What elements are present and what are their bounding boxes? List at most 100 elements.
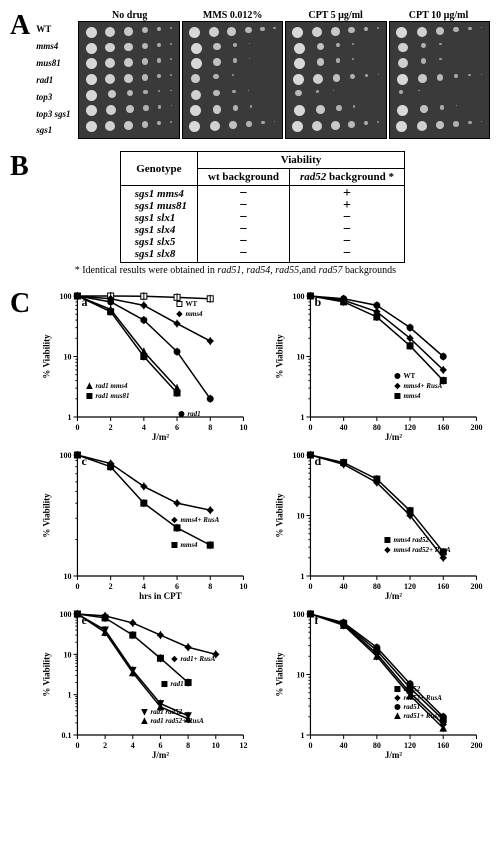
colony-spot	[142, 43, 149, 50]
colony-spot	[248, 90, 249, 91]
svg-text:J/m²: J/m²	[385, 432, 402, 442]
chart-e: e0246810120.1110100J/m²% Viabilityrad1+ …	[32, 606, 257, 761]
svg-text:8: 8	[208, 582, 212, 591]
colony-spot	[108, 90, 117, 99]
colony-spot	[124, 27, 133, 36]
colony-spot	[396, 27, 407, 38]
svg-text:10: 10	[240, 423, 248, 432]
colony-spot	[336, 58, 340, 62]
colony-spot	[292, 27, 303, 38]
colony-spot	[397, 74, 408, 85]
gel-row	[392, 90, 487, 102]
gel-row	[392, 43, 487, 55]
colony-spot	[232, 74, 234, 76]
colony-spot	[333, 74, 341, 82]
svg-text:mms4: mms4	[181, 541, 199, 549]
colony-spot	[436, 27, 444, 35]
svg-text:% Viability: % Viability	[42, 652, 52, 697]
chart-f: f04080120160200110100J/m²% Viabilityrad5…	[265, 606, 490, 761]
colony-spot	[190, 105, 201, 116]
gel-row	[288, 74, 383, 86]
colony-spot	[294, 58, 305, 69]
svg-text:% Viability: % Viability	[275, 493, 285, 538]
svg-text:80: 80	[373, 741, 381, 750]
th-wt-bg: wt background	[198, 169, 290, 186]
svg-text:160: 160	[437, 423, 449, 432]
svg-text:4: 4	[142, 582, 146, 591]
colony-spot	[245, 27, 252, 34]
colony-spot	[436, 121, 444, 129]
colony-spot	[348, 121, 355, 128]
colony-spot	[106, 105, 116, 115]
svg-text:% Viability: % Viability	[42, 334, 52, 379]
colony-spot	[421, 43, 427, 49]
colony-spot	[364, 27, 368, 31]
colony-spot	[377, 121, 379, 123]
colony-spot	[191, 43, 202, 54]
genotype-cell: sgs1 slx4	[135, 224, 187, 236]
panel-a-content: No drugMMS 0.012%CPT 5 µg/mlCPT 10 µg/ml…	[36, 10, 490, 139]
colony-spot	[352, 58, 354, 60]
svg-text:mms4: mms4	[186, 310, 204, 318]
colony-spot	[191, 90, 201, 100]
svg-text:6: 6	[175, 423, 179, 432]
colony-spot	[233, 58, 237, 62]
svg-text:40: 40	[340, 423, 348, 432]
svg-text:0: 0	[309, 741, 313, 750]
table-footnote: * Identical results were obtained in rad…	[75, 265, 490, 276]
gel-plates	[78, 21, 490, 139]
svg-text:160: 160	[437, 741, 449, 750]
svg-text:J/m²: J/m²	[152, 432, 169, 442]
panel-a-rowlabels: WTmms4mus81rad1top3top3 sgs1sgs1	[36, 21, 78, 139]
svg-text:1: 1	[68, 691, 72, 700]
svg-text:rad1 rad52+ RusA: rad1 rad52+ RusA	[151, 717, 205, 725]
svg-text:0: 0	[76, 741, 80, 750]
th-viability: Viability	[198, 152, 405, 169]
svg-text:40: 40	[340, 741, 348, 750]
svg-text:100: 100	[60, 451, 72, 460]
svg-text:4: 4	[131, 741, 135, 750]
colony-spot	[86, 43, 97, 54]
colony-spot	[124, 121, 133, 130]
colony-spot	[246, 121, 252, 127]
svg-text:200: 200	[471, 582, 483, 591]
colony-spot	[157, 58, 161, 62]
svg-text:10: 10	[64, 353, 72, 362]
colony-spot	[170, 27, 172, 29]
svg-text:mms4: mms4	[404, 392, 422, 400]
viability-table: Genotype Viability wt background rad52 b…	[120, 151, 405, 263]
colony-spot	[86, 58, 97, 69]
colony-spot	[86, 105, 97, 116]
svg-text:80: 80	[373, 423, 381, 432]
genotype-cell: sgs1 slx1	[135, 212, 187, 224]
svg-text:2: 2	[109, 423, 113, 432]
svg-text:rad1: rad1	[188, 410, 201, 418]
colony-spot	[261, 121, 264, 124]
colony-spot	[481, 74, 482, 75]
svg-text:WT: WT	[186, 300, 198, 308]
gel-row	[392, 121, 487, 133]
colony-spot	[158, 105, 161, 108]
colony-spot	[398, 43, 408, 53]
svg-text:% Viability: % Viability	[275, 652, 285, 697]
svg-text:10: 10	[64, 650, 72, 659]
colony-spot	[105, 58, 115, 68]
viability-rad52: −	[300, 248, 394, 260]
condition-label: CPT 10 µg/ml	[387, 10, 490, 21]
colony-spot	[293, 74, 304, 85]
panel-a: A No drugMMS 0.012%CPT 5 µg/mlCPT 10 µg/…	[10, 10, 490, 139]
svg-text:J/m²: J/m²	[385, 750, 402, 760]
svg-text:0.1: 0.1	[62, 731, 72, 740]
colony-spot	[420, 105, 428, 113]
gel-row	[288, 58, 383, 70]
colony-spot	[142, 74, 149, 81]
colony-spot	[316, 90, 319, 93]
genotype-cell: sgs1 slx8	[135, 248, 187, 260]
svg-text:4: 4	[142, 423, 146, 432]
svg-text:10: 10	[212, 741, 220, 750]
svg-text:0: 0	[76, 423, 80, 432]
svg-text:200: 200	[471, 741, 483, 750]
colony-spot	[86, 27, 97, 38]
svg-text:rad1: rad1	[171, 680, 184, 688]
svg-text:120: 120	[404, 741, 416, 750]
